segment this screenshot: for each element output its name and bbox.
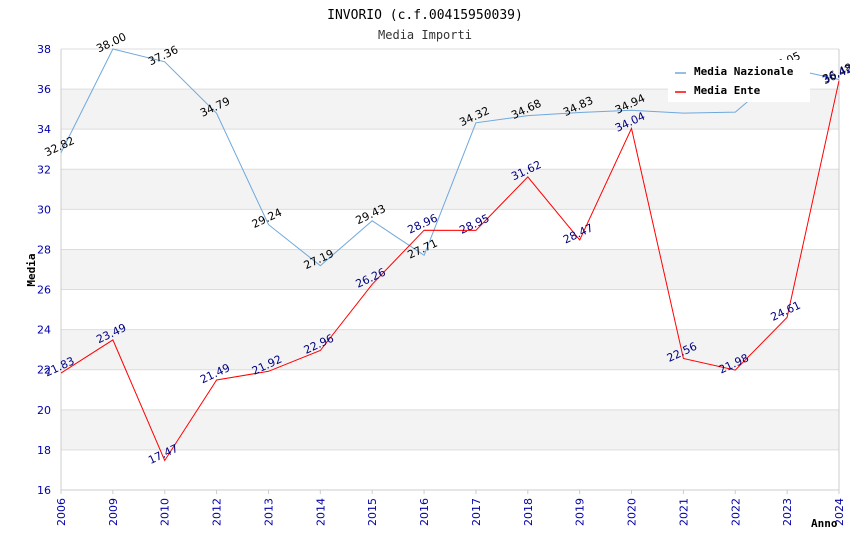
x-tick-label: 2014 — [314, 498, 327, 526]
legend-label-nazionale: Media Nazionale — [694, 65, 794, 78]
data-label-nazionale: 37.36 — [146, 43, 180, 68]
x-tick-label: 2015 — [366, 498, 379, 526]
data-label-nazionale: 32.82 — [42, 134, 76, 159]
y-tick-label: 36 — [37, 83, 51, 96]
x-axis-label: Anno — [811, 517, 838, 530]
x-tick-label: 2006 — [55, 498, 68, 526]
legend: Media Nazionale Media Ente — [668, 60, 810, 102]
grid-band — [61, 249, 839, 290]
data-label-ente: 28.95 — [457, 212, 491, 237]
series-line-ente — [60, 80, 840, 462]
x-tick-label: 2009 — [107, 498, 120, 526]
y-tick-label: 16 — [37, 484, 51, 497]
data-label-ente: 28.47 — [561, 221, 595, 246]
x-tick-label: 2024 — [833, 498, 846, 526]
x-tick-label: 2017 — [470, 498, 483, 526]
axes — [60, 49, 840, 491]
grid-band — [61, 329, 839, 370]
y-tick-label: 30 — [37, 203, 51, 216]
series-lines — [60, 48, 840, 462]
y-axis-label: Media — [25, 253, 38, 286]
legend-label-ente: Media Ente — [694, 84, 761, 97]
y-tick-label: 22 — [37, 364, 51, 377]
x-tick-label: 2018 — [522, 498, 535, 526]
x-tick-label: 2020 — [626, 498, 639, 526]
x-axis-ticks: 2006 2009 2010 2012 2013 2014 2015 2016 2017 2018… — [55, 490, 846, 526]
x-tick-label: 2010 — [159, 498, 172, 526]
y-tick-label: 28 — [37, 243, 51, 256]
grid-band — [61, 409, 839, 450]
y-tick-label: 38 — [37, 43, 51, 56]
y-axis-ticks: 16 18 20 22 24 26 28 30 32 34 36 38 — [37, 43, 51, 497]
data-label-ente: 24.61 — [769, 299, 803, 324]
x-tick-label: 2013 — [262, 498, 275, 526]
grid-bands — [61, 89, 839, 450]
chart-subtitle: Media Importi — [378, 28, 472, 42]
y-tick-label: 20 — [37, 404, 51, 417]
grid-lines — [61, 48, 839, 491]
y-tick-label: 26 — [37, 284, 51, 297]
chart-title: INVORIO (c.f.00415950039) — [327, 8, 523, 23]
x-tick-label: 2019 — [574, 498, 587, 526]
y-tick-label: 24 — [37, 324, 51, 337]
y-tick-label: 18 — [37, 444, 51, 457]
y-tick-label: 32 — [37, 163, 51, 176]
x-tick-label: 2023 — [781, 498, 794, 526]
x-tick-label: 2021 — [677, 498, 690, 526]
x-tick-label: 2022 — [729, 498, 742, 526]
x-tick-label: 2012 — [211, 498, 224, 526]
data-label-ente: 21.83 — [42, 354, 76, 379]
y-tick-label: 34 — [37, 123, 51, 136]
series-line-nazionale — [60, 48, 840, 267]
x-tick-label: 2016 — [418, 498, 431, 526]
data-label-ente: 28.96 — [406, 211, 440, 236]
data-label-ente: 36.42 — [820, 62, 850, 87]
legend-background — [668, 60, 810, 102]
